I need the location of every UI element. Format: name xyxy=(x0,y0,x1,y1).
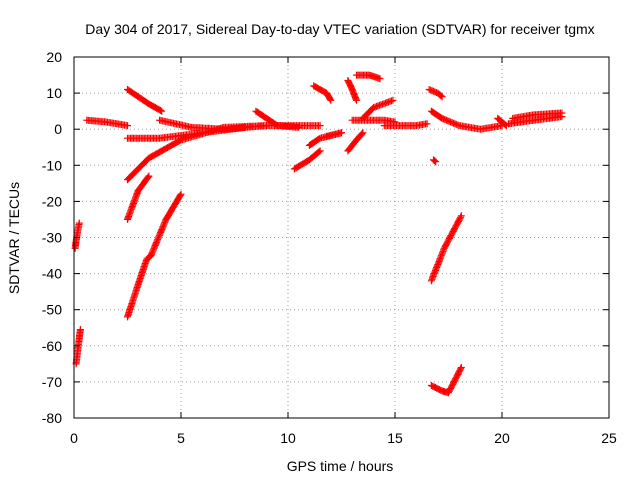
data-points xyxy=(71,71,566,397)
plus-markers xyxy=(252,107,303,131)
y-tick-label: 0 xyxy=(54,121,62,137)
plus-markers xyxy=(290,147,324,173)
plus-markers xyxy=(348,116,399,126)
y-tick-label: -70 xyxy=(42,374,62,390)
data-segment xyxy=(252,107,303,131)
data-segment xyxy=(504,113,566,128)
plus-markers xyxy=(427,107,506,133)
data-segment xyxy=(348,116,399,126)
plus-markers xyxy=(344,77,360,104)
chart-title: Day 304 of 2017, Sidereal Day-to-day VTE… xyxy=(85,21,594,37)
y-tick-label: 10 xyxy=(46,85,62,101)
data-segment xyxy=(124,190,185,321)
plus-markers xyxy=(425,86,446,101)
data-segment xyxy=(71,219,83,252)
data-segment xyxy=(427,212,465,285)
plus-markers xyxy=(71,219,83,252)
plus-markers xyxy=(427,212,465,285)
y-tick-label: -80 xyxy=(42,410,62,426)
y-tick-label: 20 xyxy=(46,49,62,65)
plus-markers xyxy=(430,156,440,166)
data-segment xyxy=(124,172,153,223)
data-segment xyxy=(305,129,345,149)
data-segment xyxy=(353,71,384,83)
plus-markers xyxy=(305,129,345,149)
axis-ticks: 0 5 10 15 20 25 -80 -70 -60 -50 -40 -30 -20 -10 0 10 20 xyxy=(42,49,617,446)
data-segment xyxy=(344,77,360,104)
data-segment xyxy=(310,82,335,104)
plus-markers xyxy=(380,120,431,130)
plus-markers xyxy=(83,116,131,130)
plus-markers xyxy=(427,364,465,397)
data-segment xyxy=(509,109,566,122)
x-tick-label: 15 xyxy=(387,430,403,446)
x-tick-label: 20 xyxy=(494,430,510,446)
plus-markers xyxy=(310,82,335,104)
plus-markers xyxy=(124,172,153,223)
data-segment xyxy=(427,364,465,397)
plus-markers xyxy=(124,190,185,321)
data-segment xyxy=(380,120,431,130)
data-segment xyxy=(430,156,440,166)
y-tick-label: -50 xyxy=(42,302,62,318)
plus-markers xyxy=(504,113,566,128)
y-tick-label: -60 xyxy=(42,338,62,354)
data-segment xyxy=(427,107,506,133)
data-segment xyxy=(425,86,446,101)
data-segment xyxy=(83,116,131,130)
x-tick-label: 25 xyxy=(601,430,617,446)
y-tick-label: -20 xyxy=(42,193,62,209)
grid xyxy=(74,57,609,418)
plus-markers xyxy=(124,86,166,115)
x-tick-label: 0 xyxy=(70,430,78,446)
plus-markers xyxy=(494,114,510,130)
data-segment xyxy=(344,129,367,155)
y-tick-label: -10 xyxy=(42,157,62,173)
data-segment xyxy=(494,114,510,130)
x-tick-label: 5 xyxy=(177,430,185,446)
plus-markers xyxy=(353,71,384,83)
data-segment xyxy=(290,147,324,173)
x-tick-label: 10 xyxy=(280,430,296,446)
plus-markers xyxy=(509,109,566,122)
y-tick-label: -40 xyxy=(42,266,62,282)
y-axis-label: SDTVAR / TECUs xyxy=(6,182,22,294)
data-segment xyxy=(124,86,166,115)
plus-markers xyxy=(344,129,367,155)
y-tick-label: -30 xyxy=(42,230,62,246)
x-axis-label: GPS time / hours xyxy=(287,458,394,474)
